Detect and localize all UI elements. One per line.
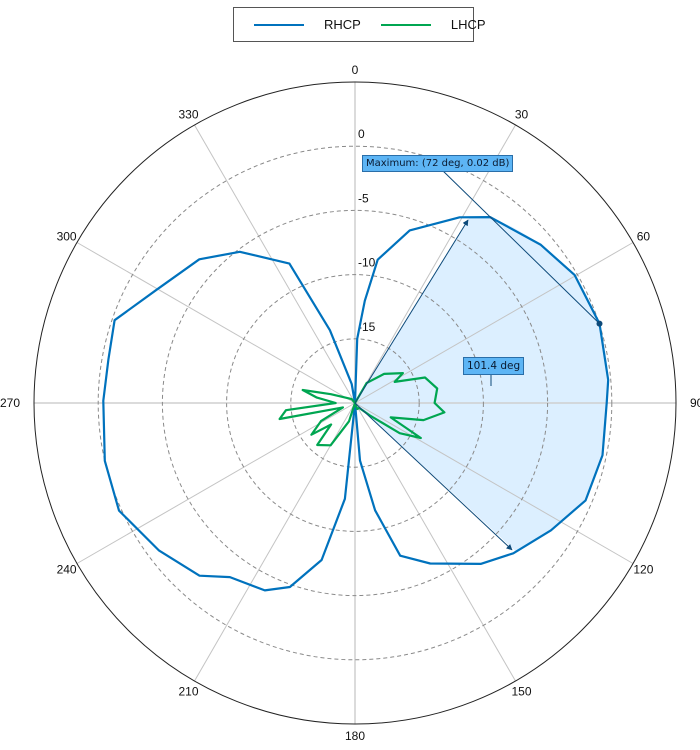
radial-gridline (97, 145, 613, 661)
series-rhcp-curve (102, 216, 610, 592)
beamwidth-arrow (354, 219, 469, 404)
angle-tick-label: 150 (511, 684, 531, 698)
angle-tick-label: 30 (515, 108, 529, 122)
legend-label-lhcp: LHCP (450, 17, 486, 32)
angle-tick-label: 240 (57, 563, 77, 577)
series-lhcp-curve (278, 372, 446, 447)
angle-tick-label: 180 (345, 729, 365, 743)
angle-tick-label: 270 (0, 396, 20, 410)
legend: RHCP LHCP (233, 7, 486, 42)
angle-gridline (354, 402, 634, 564)
angle-gridline (76, 402, 356, 564)
radial-tick-label: -10 (358, 256, 376, 270)
beamwidth-label: 101.4 deg (463, 357, 525, 375)
maximum-marker-dot (596, 320, 603, 327)
angle-tick-label: 120 (633, 563, 653, 577)
angle-gridline (76, 242, 356, 404)
beamwidth-arrow (354, 402, 513, 551)
legend-label-rhcp: RHCP (324, 17, 361, 32)
radial-gridline (226, 274, 484, 532)
legend-item-rhcp[interactable]: RHCP (234, 17, 361, 32)
angle-tick-label: 0 (352, 63, 359, 77)
radial-tick-label: -5 (358, 191, 369, 205)
angle-tick-label: 60 (637, 230, 651, 244)
rhcp-line-swatch (254, 23, 304, 26)
radial-gridline (161, 209, 549, 597)
angle-tick-label: 300 (57, 230, 77, 244)
lhcp-line-swatch (380, 23, 431, 26)
angle-tick-label: 330 (178, 108, 198, 122)
angle-tick-label: 90 (690, 396, 700, 410)
maximum-marker-label: Maximum: (72 deg, 0.02 dB) (362, 155, 514, 172)
angle-gridline (194, 402, 356, 682)
outer-axis-circle (33, 81, 677, 725)
angle-gridline (354, 402, 516, 682)
maximum-leader-line (439, 167, 600, 324)
radial-tick-label: -15 (358, 320, 376, 334)
angle-tick-label: 210 (178, 684, 198, 698)
angle-gridline (194, 124, 356, 404)
radial-tick-label: 0 (358, 127, 365, 141)
radial-gridline (290, 338, 420, 468)
legend-item-lhcp[interactable]: LHCP (361, 17, 486, 32)
